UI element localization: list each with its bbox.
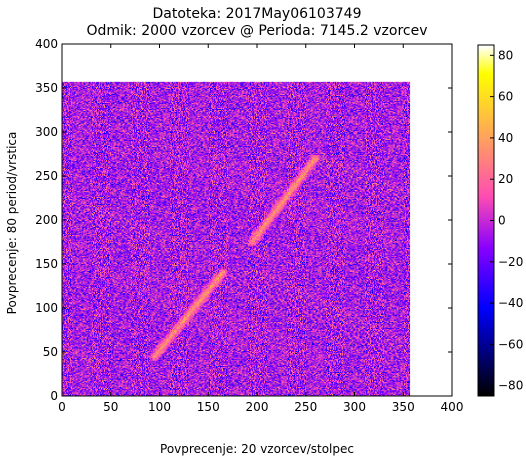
colorbar-tick-label: 80 xyxy=(498,48,513,62)
colorbar-tick-label: 40 xyxy=(498,131,513,145)
y-axis-label: Povprecenje: 80 period/vrstica xyxy=(5,131,19,315)
colorbar-gradient xyxy=(478,45,494,396)
x-tick-label: 400 xyxy=(441,400,464,414)
colorbar-tick-label: 20 xyxy=(498,172,513,186)
x-tick-label: 200 xyxy=(246,400,269,414)
y-tick-label: 350 xyxy=(35,81,58,95)
x-tick-label: 0 xyxy=(58,400,66,414)
colorbar-tick-label: 0 xyxy=(498,214,506,228)
x-tick-label: 50 xyxy=(103,400,118,414)
y-tick-label: 50 xyxy=(43,345,58,359)
y-tick-label: 400 xyxy=(35,37,58,51)
colorbar-tick-label: −20 xyxy=(498,255,523,269)
colorbar-tick-label: −40 xyxy=(498,296,523,310)
colorbar-axis: 80 60 40 20 0 −20 −40 −60 −80 xyxy=(490,48,523,393)
heatmap-image xyxy=(62,81,411,396)
y-tick-label: 200 xyxy=(35,213,58,227)
x-axis-label: Povprecenje: 20 vzorcev/stolpec xyxy=(160,442,354,456)
x-tick-label: 300 xyxy=(343,400,366,414)
colorbar-tick-label: −80 xyxy=(498,379,523,393)
colorbar-tick-label: 60 xyxy=(498,90,513,104)
y-tick-label: 250 xyxy=(35,169,58,183)
y-tick-label: 0 xyxy=(50,389,58,403)
chart-subtitle: Odmik: 2000 vzorcev @ Perioda: 7145.2 vz… xyxy=(86,23,428,39)
y-tick-label: 100 xyxy=(35,301,58,315)
y-axis: 0 50 100 150 200 250 300 350 400 xyxy=(35,37,452,403)
chart-title: Datoteka: 2017May06103749 xyxy=(152,6,362,22)
x-tick-label: 150 xyxy=(197,400,220,414)
x-tick-label: 350 xyxy=(392,400,415,414)
y-tick-label: 150 xyxy=(35,257,58,271)
colorbar-tick-label: −60 xyxy=(498,337,523,351)
x-axis: 0 50 100 150 200 250 300 350 400 xyxy=(58,44,463,414)
x-tick-label: 250 xyxy=(294,400,317,414)
y-tick-label: 300 xyxy=(35,125,58,139)
x-tick-label: 100 xyxy=(148,400,171,414)
